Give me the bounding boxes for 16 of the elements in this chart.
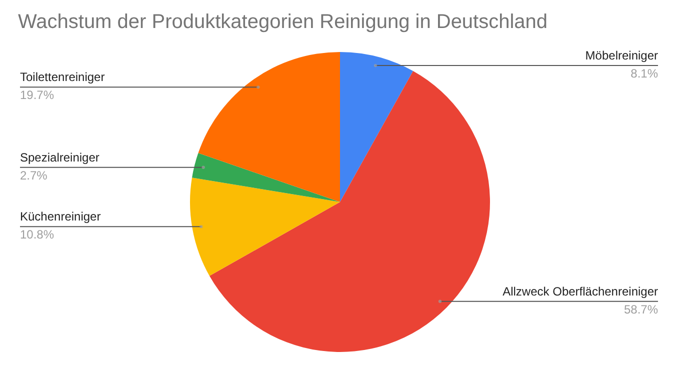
slice-label: Küchenreiniger (20, 210, 101, 224)
chart-title: Wachstum der Produktkategorien Reinigung in Deutschland (18, 11, 548, 33)
slice-label: Möbelreiniger (585, 48, 658, 63)
pie-slice (198, 52, 340, 202)
data-label: 2.7% (20, 168, 48, 182)
slice-label: Allzweck Oberflächenreiniger (502, 284, 658, 298)
pie-slice (209, 71, 490, 352)
data-label: 8.1% (630, 66, 658, 81)
pie-slice (192, 152, 340, 202)
data-label: 10.8% (20, 228, 54, 242)
pie-slice (340, 52, 414, 202)
slice-label: Spezialreiniger (20, 150, 100, 164)
data-label: 58.7% (624, 302, 658, 316)
pie-slice (190, 178, 340, 276)
data-label: 19.7% (20, 88, 54, 102)
slice-label: Toilettenreiniger (20, 70, 105, 84)
